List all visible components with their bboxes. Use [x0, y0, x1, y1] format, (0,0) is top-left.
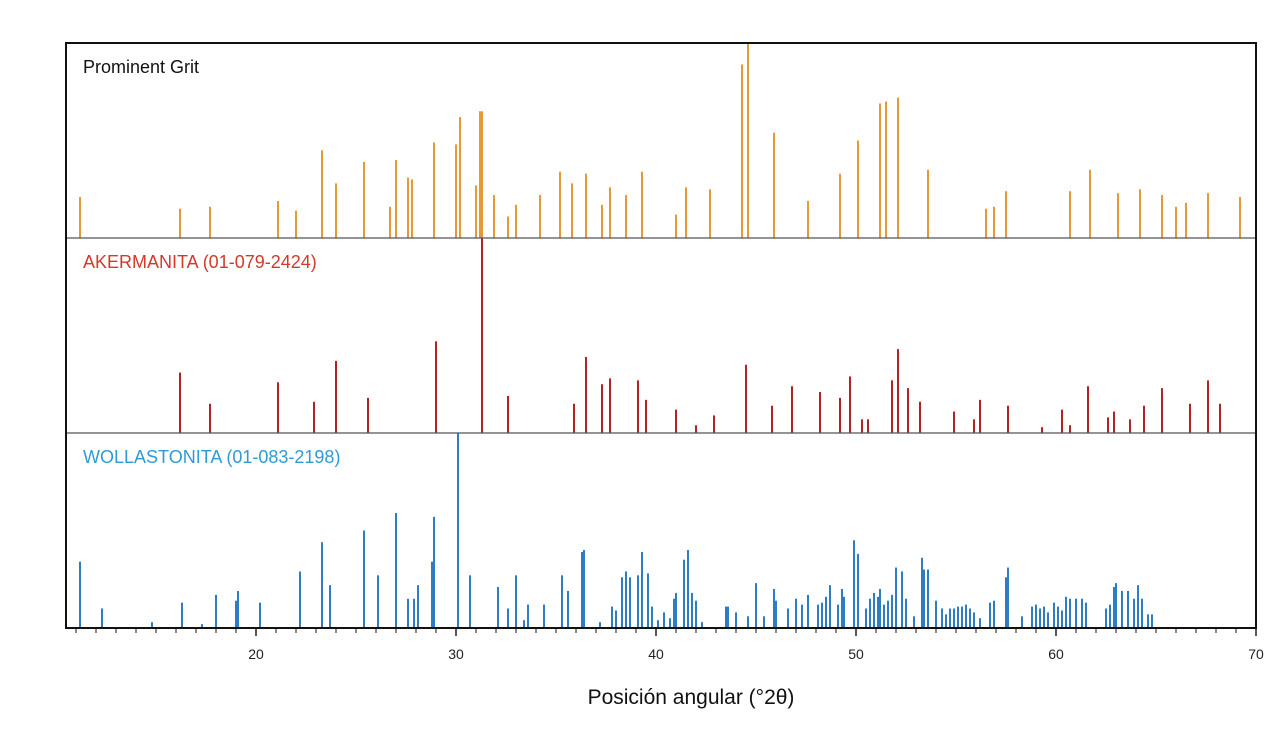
x-tick-label: 30 [448, 646, 464, 662]
plot-frame [65, 42, 1257, 629]
x-tick-label: 40 [648, 646, 664, 662]
x-tick-label: 50 [848, 646, 864, 662]
x-tick-label: 70 [1248, 646, 1264, 662]
x-axis-title: Posición angular (°2θ) [588, 686, 795, 709]
x-tick-label: 60 [1048, 646, 1064, 662]
labels-layer: Prominent Grit AKERMANITA (01-079-2424) WO… [83, 57, 340, 467]
x-tick-label: 20 [248, 646, 264, 662]
baselines-layer [66, 237, 1256, 434]
prominent-series-label: Prominent Grit [83, 57, 199, 77]
wollastonita-series-label: WOLLASTONITA (01-083-2198) [83, 447, 340, 467]
peaks-layer [79, 43, 1241, 628]
akermanita-series-label: AKERMANITA (01-079-2424) [83, 252, 317, 272]
x-axis-ticks: 20 30 40 50 60 70 [75, 628, 1264, 662]
